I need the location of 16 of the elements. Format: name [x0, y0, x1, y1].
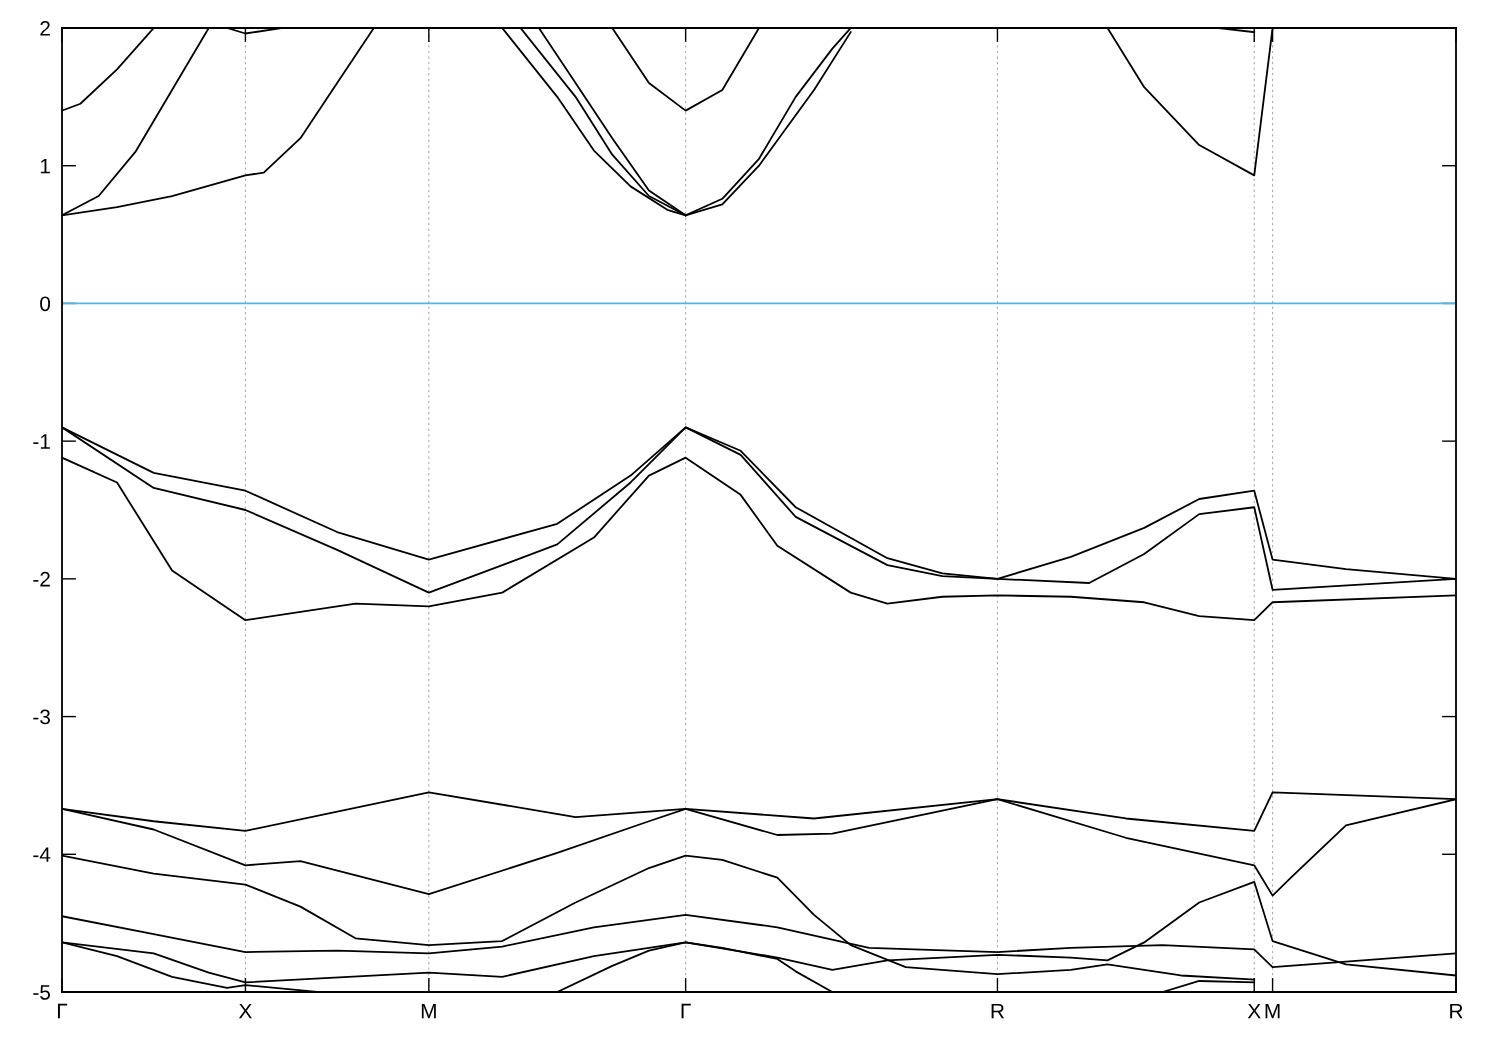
y-tick-label: -4 — [33, 847, 51, 862]
x-tick-label: Γ — [57, 1003, 68, 1019]
x-tick-label: X — [238, 1003, 252, 1019]
y-tick-label: -5 — [33, 985, 51, 1000]
x-tick-label: R — [1450, 1003, 1463, 1019]
y-tick-label: -2 — [33, 571, 50, 587]
y-tick-label: -3 — [33, 709, 50, 725]
x-tick-label: M — [1265, 1003, 1280, 1019]
x-tick-label: X — [1247, 1003, 1261, 1019]
y-tick-label: -1 — [33, 434, 50, 449]
x-tick-label: R — [991, 1003, 1004, 1019]
y-tick-label: 0 — [40, 296, 51, 312]
x-tick-label: Γ — [681, 1003, 691, 1019]
y-tick-label: 2 — [40, 21, 50, 36]
x-tick-label: M — [421, 1003, 436, 1019]
y-tick-label: 1 — [40, 158, 50, 174]
